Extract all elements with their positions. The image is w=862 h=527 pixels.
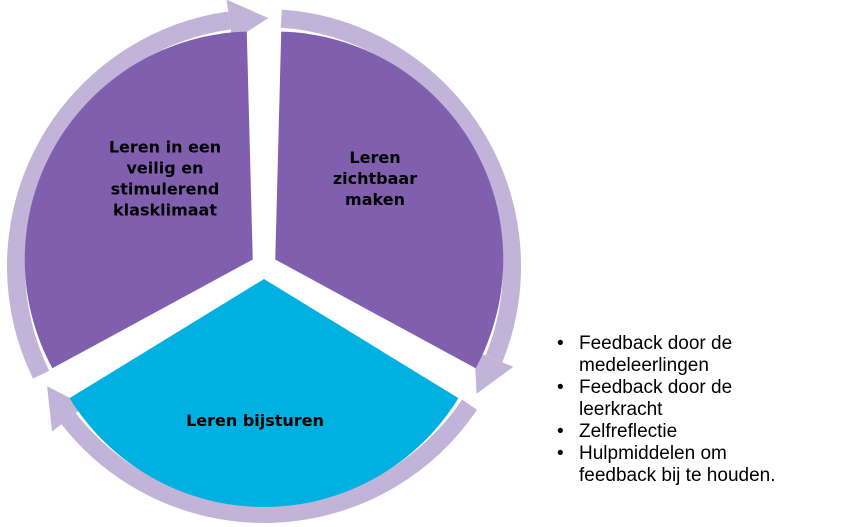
bullet-item: Zelfreflectie xyxy=(555,421,776,443)
segment xyxy=(24,31,253,369)
ring-arrow xyxy=(474,351,514,394)
segment-label: stimulerend xyxy=(111,180,220,199)
bullet-text: Zelfreflectie xyxy=(579,421,678,442)
segment xyxy=(275,31,504,369)
bullet-text: medeleerlingen xyxy=(579,355,709,376)
ring-arrow xyxy=(226,0,269,42)
bullet-text: Feedback door de xyxy=(579,333,733,354)
ring-arc xyxy=(7,11,231,379)
segment-label: Leren in een xyxy=(109,138,221,157)
bullet-text: feedback bij te houden. xyxy=(579,465,776,486)
segment-label: Leren xyxy=(349,148,400,167)
ring-arrow xyxy=(47,386,86,432)
segment-label: Leren bijsturen xyxy=(186,411,324,430)
segment-label: maken xyxy=(345,190,405,209)
ring-arc xyxy=(61,399,478,523)
bullet-list: Feedback door demedeleerlingenFeedback d… xyxy=(555,333,776,487)
bullet-text: Feedback door de xyxy=(579,377,733,398)
segment-label: zichtbaar xyxy=(333,169,417,188)
ring-arc xyxy=(280,9,521,363)
segment xyxy=(69,279,459,507)
segment-label: veilig en xyxy=(127,159,204,178)
bullet-text: Hulpmiddelen om xyxy=(579,443,727,464)
segment-label: klasklimaat xyxy=(113,201,217,220)
bullet-text: leerkracht xyxy=(579,399,663,420)
